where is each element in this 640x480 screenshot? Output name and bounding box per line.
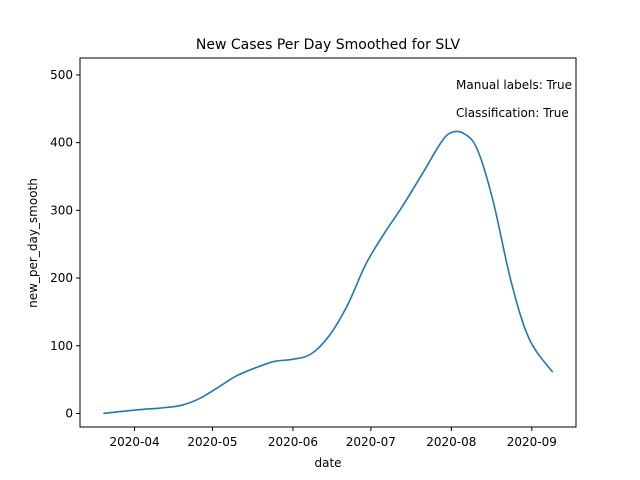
x-tick-label: 2020-09: [507, 435, 557, 449]
x-tick-label: 2020-06: [268, 435, 318, 449]
series-line: [103, 130, 554, 415]
y-tick-label: 100: [50, 339, 73, 353]
y-axis: 0 100 200 300 400 500: [50, 68, 80, 420]
y-tick-label: 400: [50, 136, 73, 150]
annotation-manual-labels: Manual labels: True: [456, 78, 572, 92]
y-tick-label: 0: [65, 406, 73, 420]
x-tick-label: 2020-07: [346, 435, 396, 449]
y-tick-label: 500: [50, 68, 73, 82]
annotation-classification: Classification: True: [456, 106, 569, 120]
x-tick-label: 2020-05: [187, 435, 237, 449]
axes-frame: [79, 57, 577, 428]
y-tick-label: 300: [50, 203, 73, 217]
x-axis-label: date: [314, 456, 341, 470]
chart-title: New Cases Per Day Smoothed for SLV: [196, 37, 461, 53]
x-tick-label: 2020-04: [109, 435, 159, 449]
plot-area: [103, 130, 554, 415]
x-tick-label: 2020-08: [426, 435, 476, 449]
x-axis: 2020-04 2020-05 2020-06 2020-07 2020-08 2020-…: [109, 427, 557, 449]
y-axis-label: new_per_day_smooth: [26, 178, 40, 308]
y-tick-label: 200: [50, 271, 73, 285]
